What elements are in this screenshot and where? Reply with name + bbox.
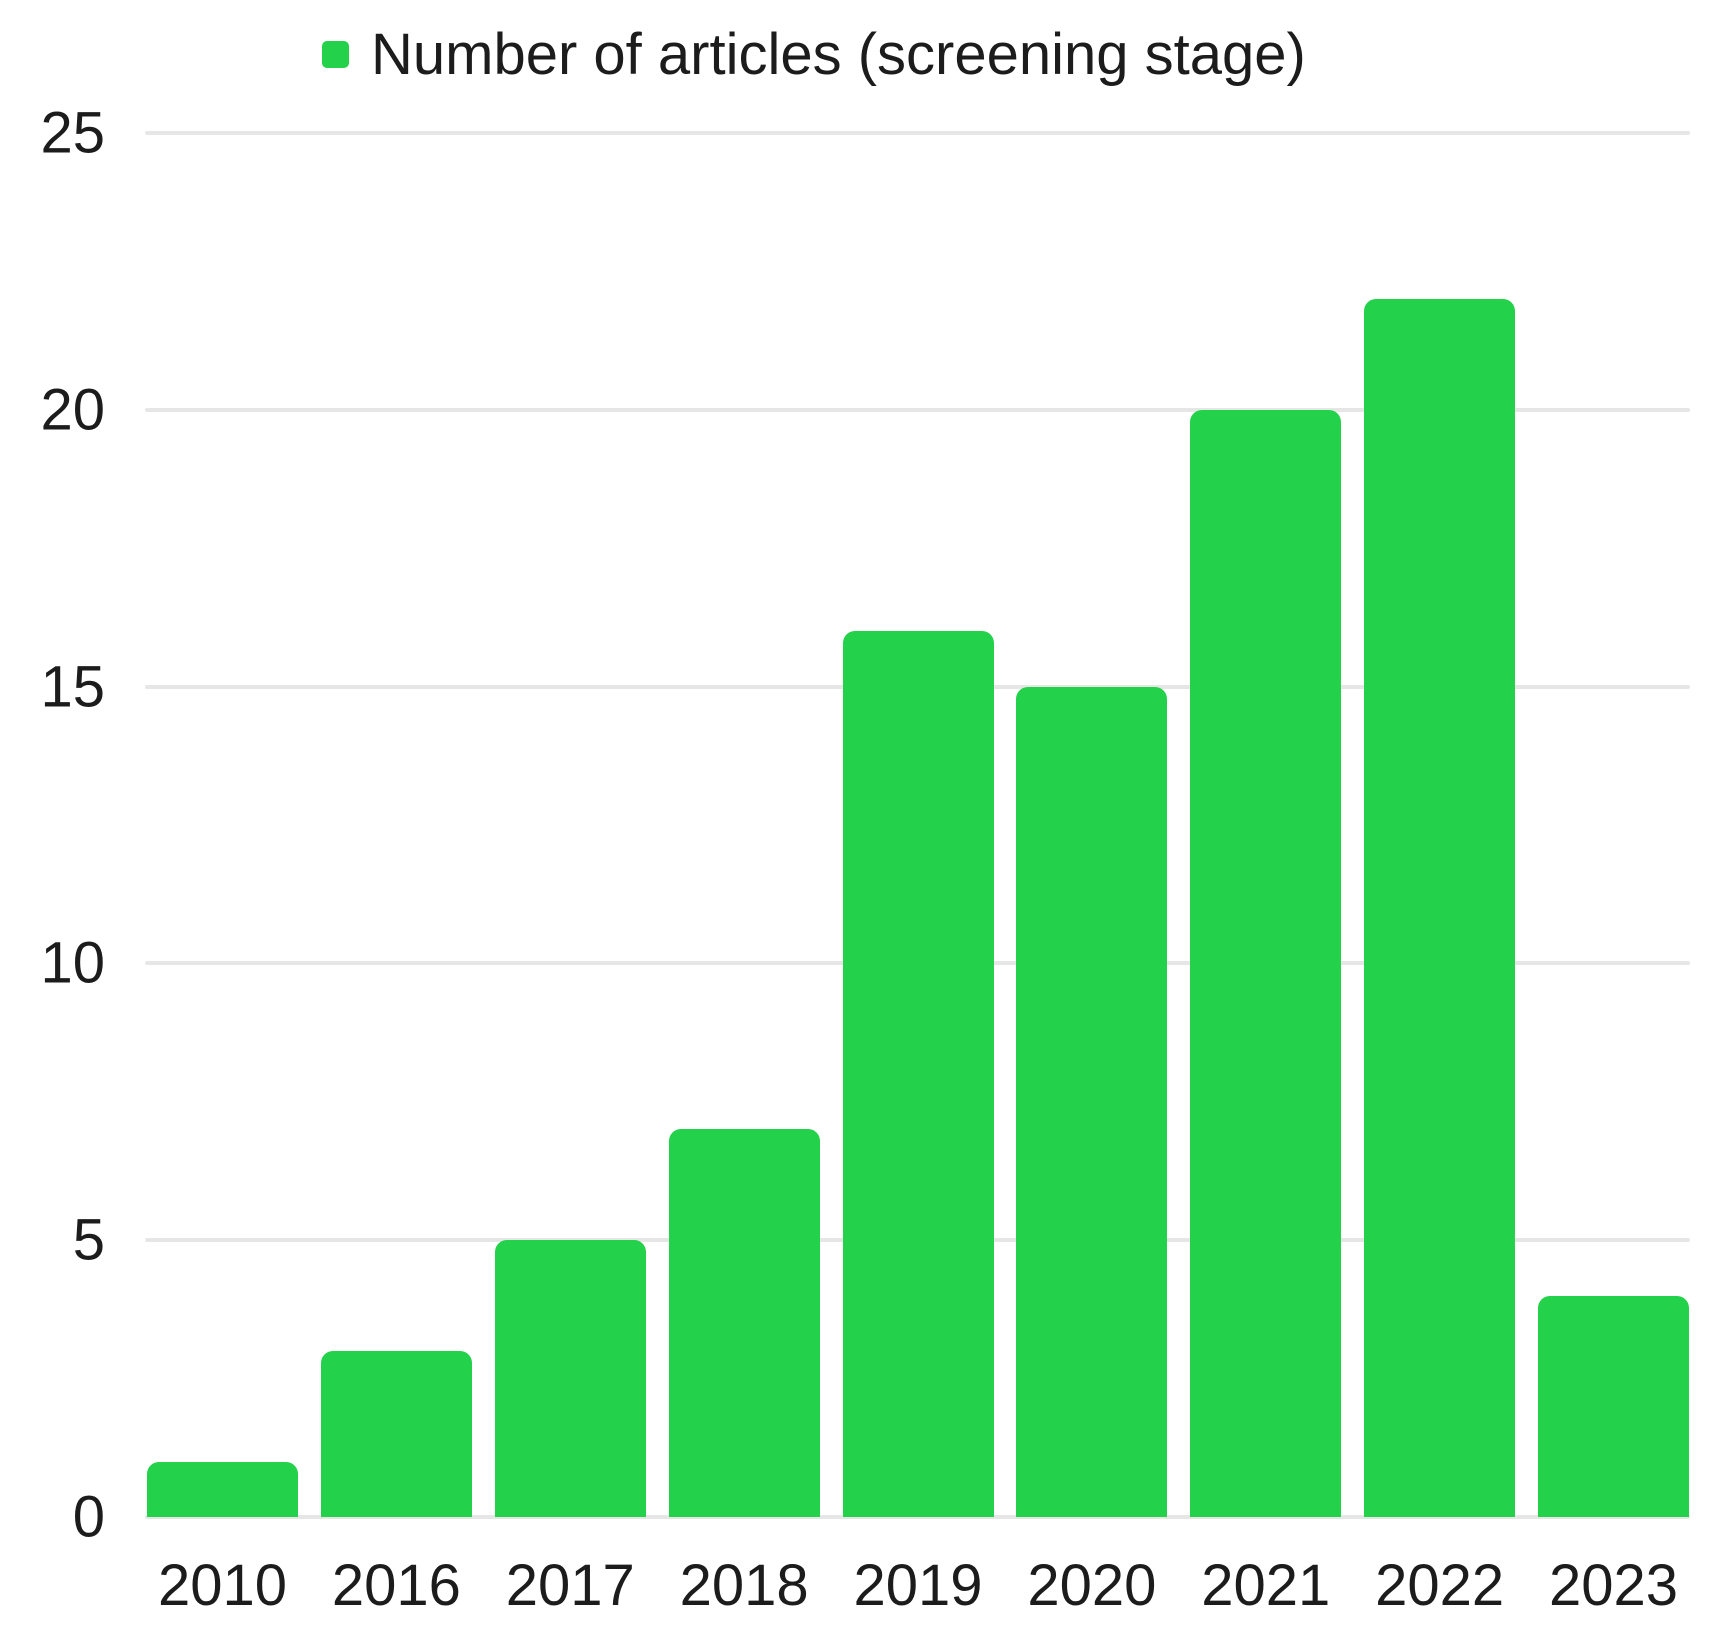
x-tick-label-2022: 2022 [1375,1553,1505,1618]
x-tick-label-2023: 2023 [1548,1553,1679,1618]
y-tick-label-0: 0 [72,1484,105,1550]
bar-2018 [668,1129,820,1517]
legend: Number of articles (screening stage) [322,22,1306,87]
gridline-y-20 [145,407,1690,412]
y-tick-label-15: 15 [40,654,105,720]
bar-2022 [1364,299,1516,1517]
bar-2021 [1190,409,1342,1517]
legend-marker-icon [322,40,349,68]
x-tick-label-2019: 2019 [853,1553,983,1618]
bar-2019 [842,631,994,1517]
x-tick-label-2016: 2016 [331,1553,461,1618]
y-tick-label-5: 5 [72,1207,105,1273]
bar-2016 [320,1350,472,1517]
x-tick-label-2010: 2010 [157,1553,288,1618]
y-tick-label-10: 10 [40,930,105,996]
x-tick-label-2018: 2018 [679,1553,809,1618]
x-tick-label-2021: 2021 [1201,1553,1331,1618]
bar-2017 [494,1240,646,1517]
x-tick-label-2020: 2020 [1027,1553,1157,1618]
bar-2020 [1016,686,1168,1517]
y-tick-label-20: 20 [40,377,105,443]
bar-2023 [1538,1295,1689,1517]
bar-2010 [147,1461,298,1517]
gridline-y-0 [145,1515,1690,1519]
legend-label: Number of articles (screening stage) [371,21,1306,87]
y-tick-label-25: 25 [40,100,105,166]
gridline-y-25 [145,131,1690,135]
x-tick-label-2017: 2017 [505,1553,635,1618]
